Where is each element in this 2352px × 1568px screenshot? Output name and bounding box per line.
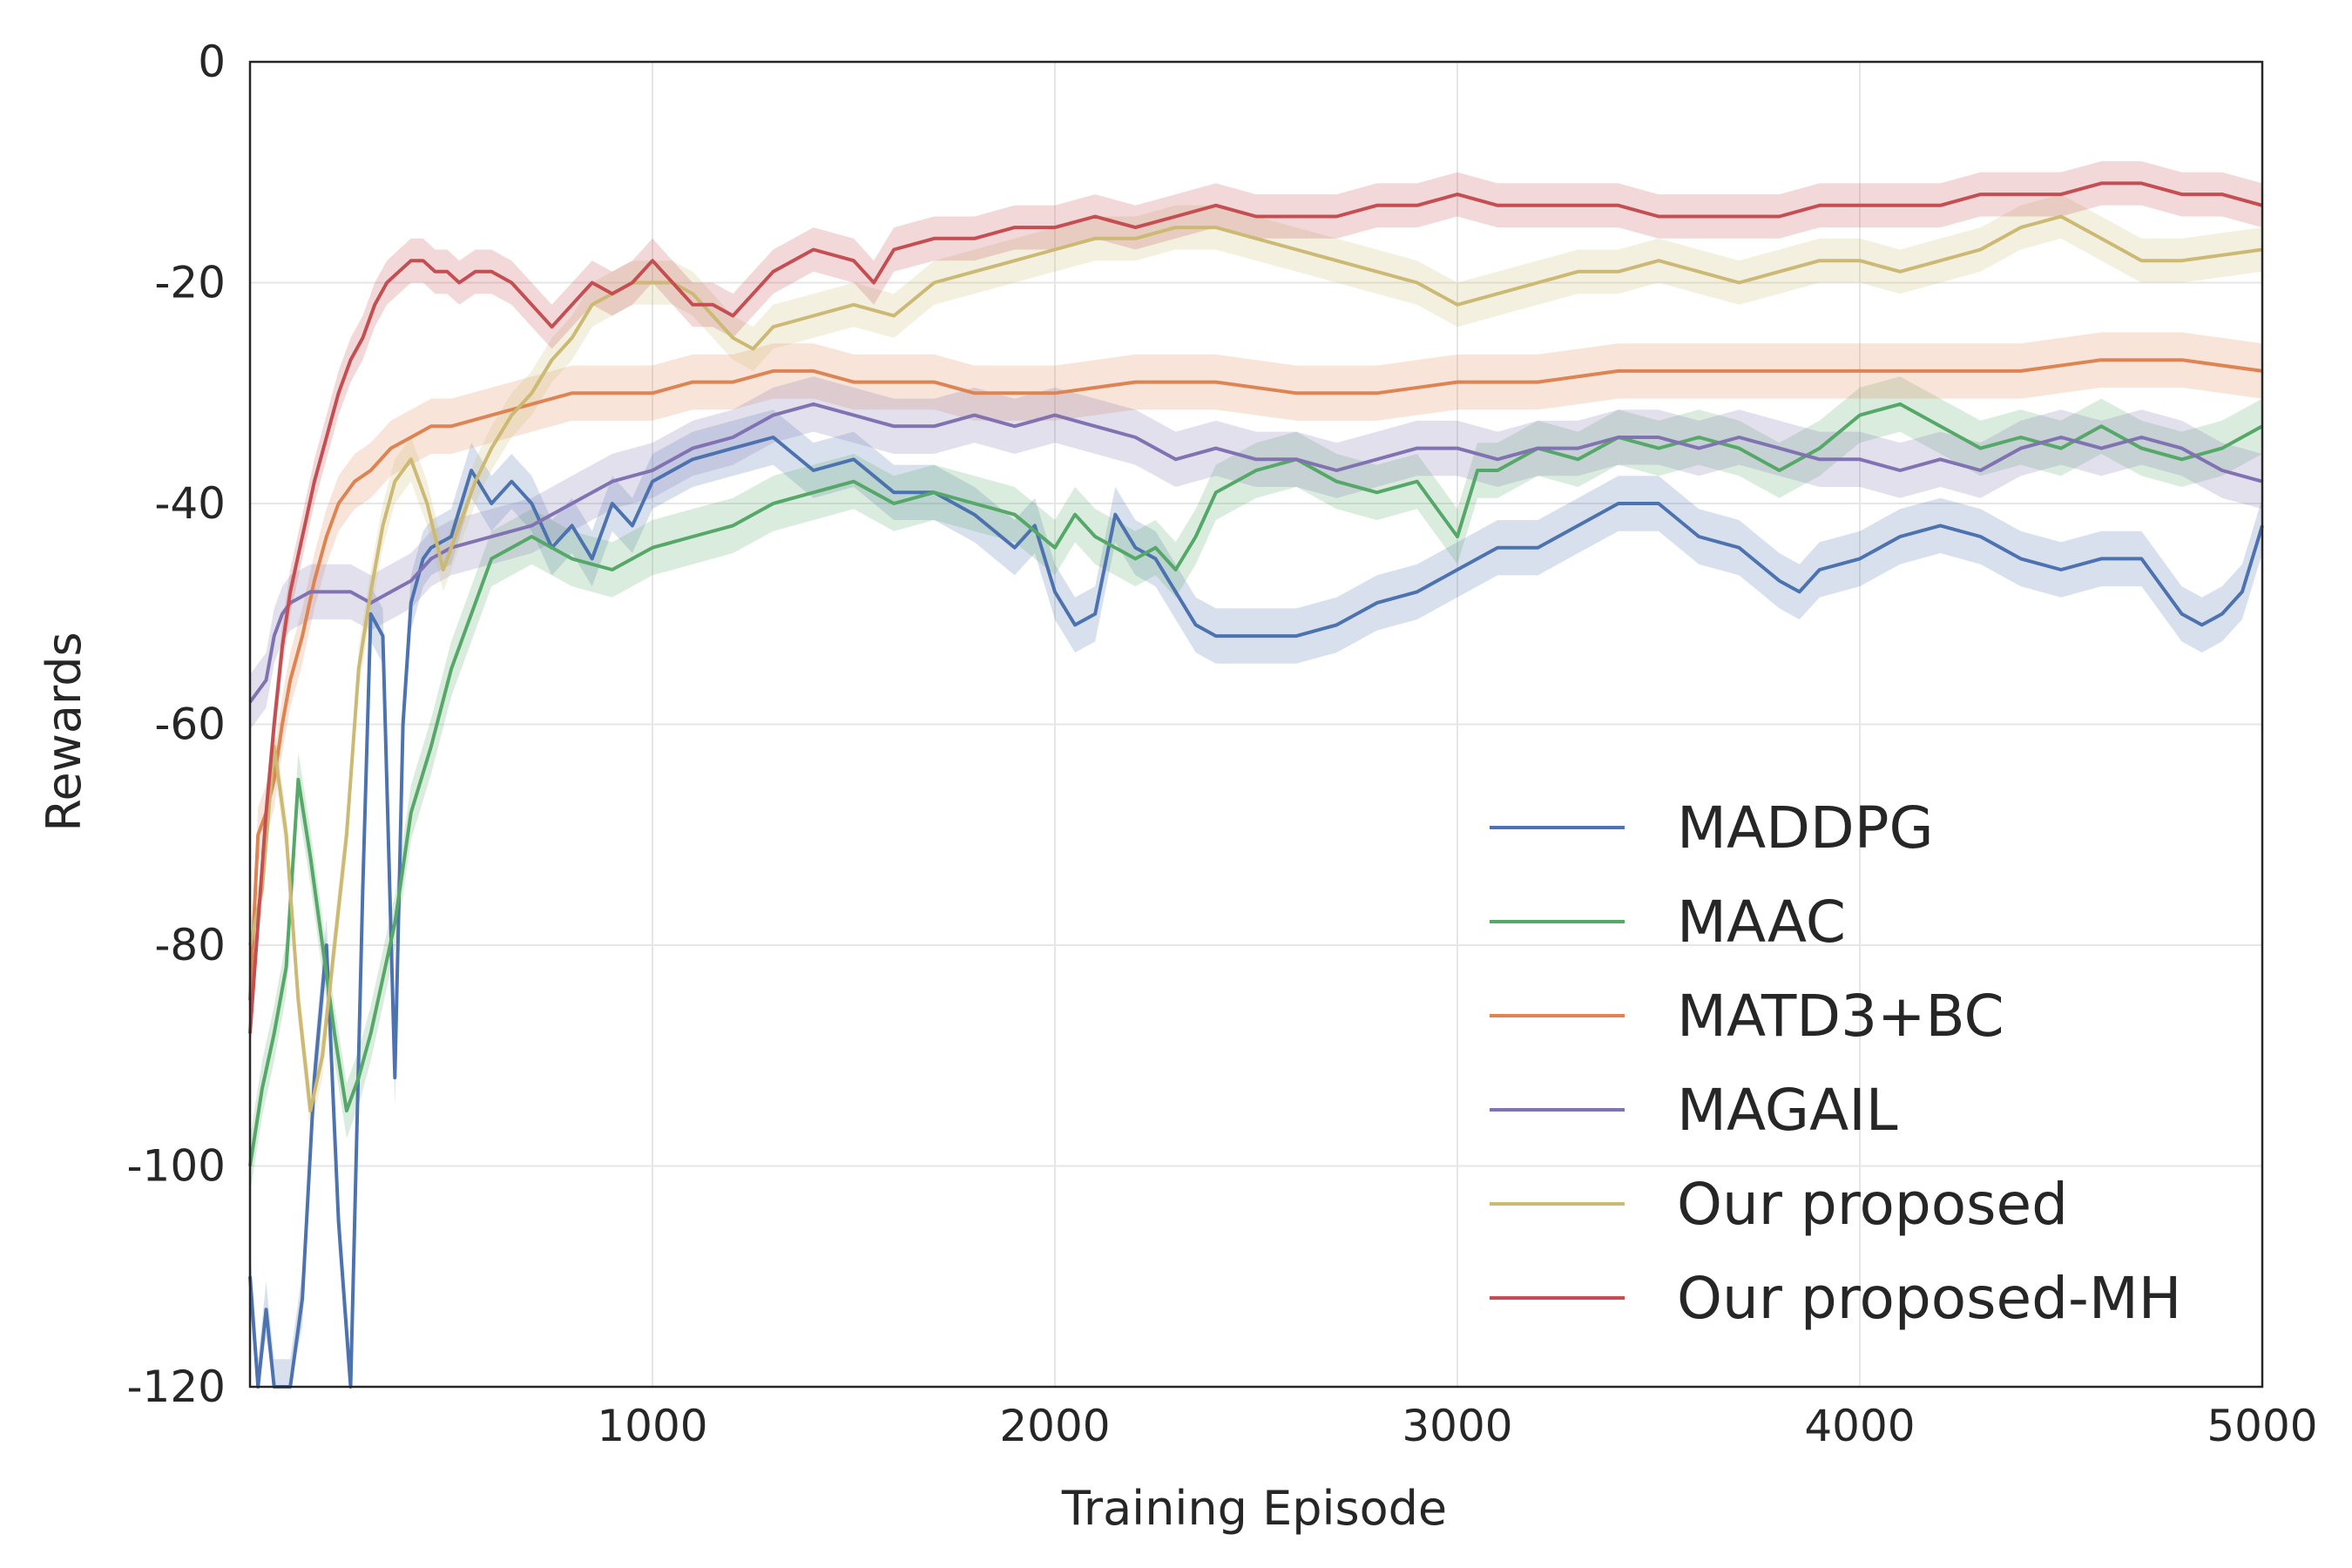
- series-line-maddpg: [248, 436, 2264, 1389]
- legend-label: MADDPG: [1677, 794, 1934, 862]
- series-lines: [248, 181, 2264, 1389]
- series-line-maac: [248, 402, 2263, 1166]
- y-tick-label: -60: [154, 700, 226, 750]
- plot-frame: [248, 60, 2264, 1389]
- x-tick-label: 4000: [1804, 1401, 1915, 1451]
- y-tick-label: -120: [127, 1362, 226, 1412]
- legend-label: MAAC: [1677, 889, 1846, 956]
- legend-label: MATD3+BC: [1677, 983, 2004, 1050]
- y-tick-label: -80: [154, 920, 226, 970]
- band-magail: [250, 376, 2262, 730]
- x-tick-label: 2000: [999, 1401, 1110, 1451]
- x-tick-label: 5000: [2207, 1401, 2317, 1451]
- series-line-our-proposed: [248, 214, 2263, 1113]
- y-tick-label: -100: [127, 1141, 226, 1192]
- series-line-magail: [248, 402, 2263, 704]
- y-tick-label: -20: [154, 258, 226, 308]
- legend-label: Our proposed: [1677, 1171, 2068, 1238]
- series-line-matd3-bc: [248, 358, 2263, 1001]
- legend-label: MAGAIL: [1677, 1077, 1898, 1144]
- y-tick-labels: 0 -20 -40 -60 -80 -100 -120: [127, 37, 226, 1412]
- x-tick-label: 1000: [597, 1401, 707, 1451]
- band-matd3-bc: [250, 332, 2262, 1029]
- x-axis-label: Training Episode: [1061, 1481, 1447, 1536]
- y-tick-label: -40: [154, 478, 226, 529]
- x-tick-label: 3000: [1402, 1401, 1512, 1451]
- band-maac: [250, 376, 2262, 1194]
- grid-lines: [250, 61, 2263, 1388]
- series-line-our-proposed-mh: [248, 181, 2263, 1034]
- legend-label: Our proposed-MH: [1677, 1265, 2181, 1332]
- y-tick-label: 0: [198, 37, 226, 87]
- confidence-bands: [250, 161, 2262, 1387]
- legend: MADDPG MAAC MATD3+BC MAGAIL Our proposed Our …: [1490, 794, 2181, 1332]
- y-axis-label: Rewards: [37, 632, 91, 831]
- x-tick-labels: 1000 2000 3000 4000 5000: [597, 1401, 2317, 1451]
